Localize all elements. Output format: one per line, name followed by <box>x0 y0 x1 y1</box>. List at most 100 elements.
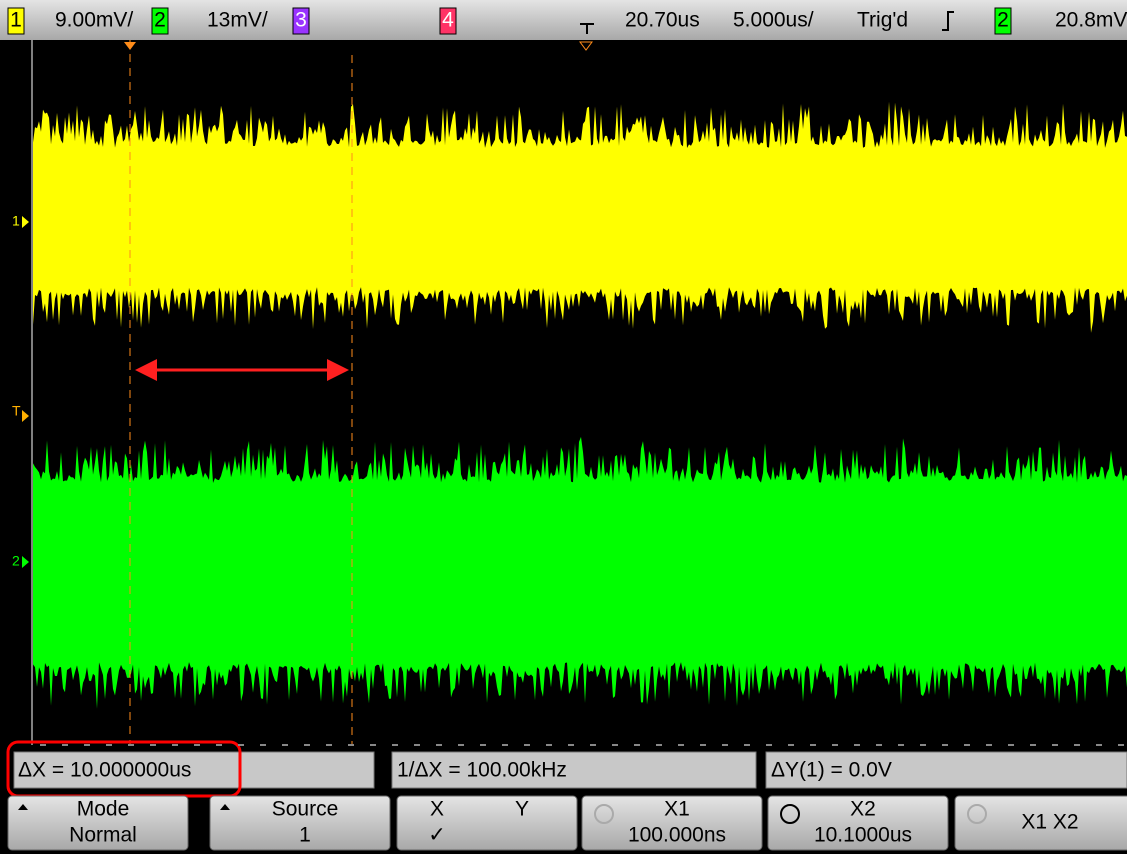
grid-dot <box>458 744 464 746</box>
grid-dot <box>1096 744 1102 746</box>
grid-dot <box>326 744 332 746</box>
ch4-label: 4 <box>442 9 454 32</box>
softkey[interactable] <box>7 795 189 851</box>
grid-dot <box>282 744 288 746</box>
grid-dot <box>634 744 640 746</box>
grid-dot <box>1052 744 1058 746</box>
grid-dot <box>964 744 970 746</box>
readout-box-3 <box>765 751 1127 789</box>
grid-dot <box>1030 744 1036 746</box>
softkey-title: X1 <box>664 798 690 821</box>
arrow-heads <box>135 359 349 381</box>
grid-dot <box>238 744 244 746</box>
ch1-box <box>7 7 25 35</box>
ch1-label: 1 <box>10 9 22 32</box>
ch3-box <box>292 7 310 35</box>
grid-dot <box>876 744 882 746</box>
softkey-value: ✓ <box>428 824 446 847</box>
grid-dot <box>722 744 728 746</box>
grid-dot <box>920 744 926 746</box>
grid-dot <box>832 744 838 746</box>
softkey-value: 100.000ns <box>628 824 726 847</box>
ch2-label: 2 <box>154 9 166 32</box>
grid-dot <box>568 744 574 746</box>
delay: 20.70us <box>625 9 700 32</box>
ch1-scale: 9.00mV/ <box>55 9 133 32</box>
grid-dot <box>392 744 398 746</box>
grid-dot <box>414 744 420 746</box>
knob-icon <box>594 804 614 824</box>
grid-dot <box>304 744 310 746</box>
softkey[interactable] <box>396 795 578 851</box>
grid-dot <box>744 744 750 746</box>
grid-dot <box>40 744 46 746</box>
ch2-scale: 13mV/ <box>207 9 268 32</box>
grid-dot <box>260 744 266 746</box>
softkey[interactable] <box>767 795 949 851</box>
grid-dot <box>150 744 156 746</box>
grid-dot <box>854 744 860 746</box>
softkey-value: 10.1000us <box>814 824 912 847</box>
grid-dot <box>128 744 134 746</box>
grid-dot <box>766 744 772 746</box>
grid-dot <box>480 744 486 746</box>
status: Trig'd <box>857 9 908 32</box>
readout-box-2 <box>391 751 757 789</box>
knob-icon <box>780 804 800 824</box>
softkey-title: Y <box>515 798 529 821</box>
delta-x: ΔX = 10.000000us <box>18 759 191 782</box>
grid-dot <box>942 744 948 746</box>
ch1-trace <box>33 101 1127 333</box>
softkey-title: Source <box>272 798 339 821</box>
grid-dot <box>524 744 530 746</box>
trig-arrow <box>22 410 29 422</box>
softkey[interactable] <box>209 795 391 851</box>
cursor-marker <box>124 42 136 50</box>
timebase: 5.000us/ <box>733 9 814 32</box>
softkey-title: X <box>430 798 444 821</box>
softkeys: Mode Normal Source 1 X Y ✓ X1 100.000ns X2 10.1000… <box>7 795 1127 851</box>
grid-dot <box>700 744 706 746</box>
grid-dot <box>502 744 508 746</box>
waveforms <box>33 101 1127 709</box>
softkey-value: Normal <box>69 824 137 847</box>
softkey-arrow <box>220 804 230 810</box>
ch4-box <box>439 7 457 35</box>
edge-icon <box>942 11 954 31</box>
softkey-value: 1 <box>299 824 311 847</box>
ch2-marker: 2 <box>12 553 20 569</box>
grid-dot <box>898 744 904 746</box>
grid-dot <box>612 744 618 746</box>
delta-y: ΔY(1) = 0.0V <box>771 759 892 782</box>
grid-dot <box>788 744 794 746</box>
trigger-source: 2 <box>997 9 1009 32</box>
grid-dot <box>172 744 178 746</box>
ch1-marker: 1 <box>12 213 20 229</box>
grid-dot <box>590 744 596 746</box>
ch3-label: 3 <box>295 9 307 32</box>
grid-dot <box>1008 744 1014 746</box>
top-bar <box>0 0 1127 40</box>
grid-dot <box>678 744 684 746</box>
softkey-arrow <box>18 804 28 810</box>
ch2-arrow <box>22 556 29 568</box>
grid-dot <box>370 744 376 746</box>
grid-dot <box>348 744 354 746</box>
trigger-level: 20.8mV <box>1055 9 1127 32</box>
grid-dot <box>216 744 222 746</box>
grid-dot <box>106 744 112 746</box>
ch1-arrow <box>22 216 29 228</box>
trigger-marker <box>579 41 593 51</box>
trigger-icon <box>580 23 594 34</box>
grid-dot <box>84 744 90 746</box>
trig-source-box <box>994 7 1012 35</box>
softkey-title: Mode <box>77 798 130 821</box>
softkey[interactable] <box>954 795 1127 851</box>
grid-dot <box>1074 744 1080 746</box>
softkey[interactable] <box>581 795 763 851</box>
knob-icon <box>967 804 987 824</box>
grid-dot <box>986 744 992 746</box>
trigger-level-marker: T <box>12 403 21 419</box>
